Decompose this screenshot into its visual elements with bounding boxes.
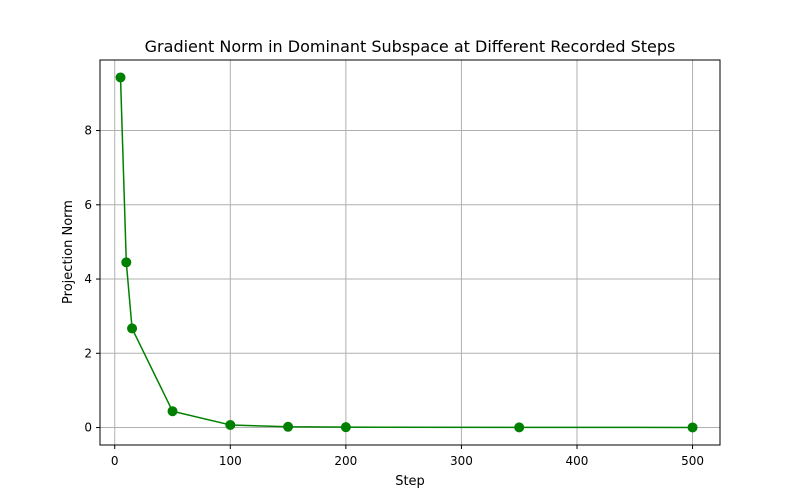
chart-title: Gradient Norm in Dominant Subspace at Di… [145,37,676,56]
data-point [687,422,698,433]
y-tick-label: 0 [84,421,92,435]
y-tick-label: 8 [84,124,92,138]
data-point [121,257,132,268]
plot-area [100,60,720,445]
axes-layer [99,59,721,446]
series-layer [115,72,698,433]
y-tick-label: 4 [84,272,92,286]
data-point [283,421,294,432]
data-point [167,406,178,417]
plot-frame [99,59,721,446]
x-tick-label: 300 [450,454,473,468]
ticks-layer: 0 100 200 300 400 500 0 2 4 6 8 [84,124,704,468]
x-tick-label: 100 [219,454,242,468]
y-axis-label: Projection Norm [61,200,76,304]
y-tick-label: 2 [84,346,92,360]
data-point [340,422,351,433]
y-tick-label: 6 [84,198,92,212]
data-point [225,419,236,430]
plot-background-layer [100,60,720,445]
x-tick-label: 500 [681,454,704,468]
data-point [127,323,138,334]
data-point [115,72,126,83]
x-axis-label: Step [395,474,425,489]
x-tick-label: 400 [566,454,589,468]
data-point [514,422,525,433]
x-tick-label: 0 [111,454,119,468]
grid-layer [100,60,720,445]
x-tick-label: 200 [334,454,357,468]
